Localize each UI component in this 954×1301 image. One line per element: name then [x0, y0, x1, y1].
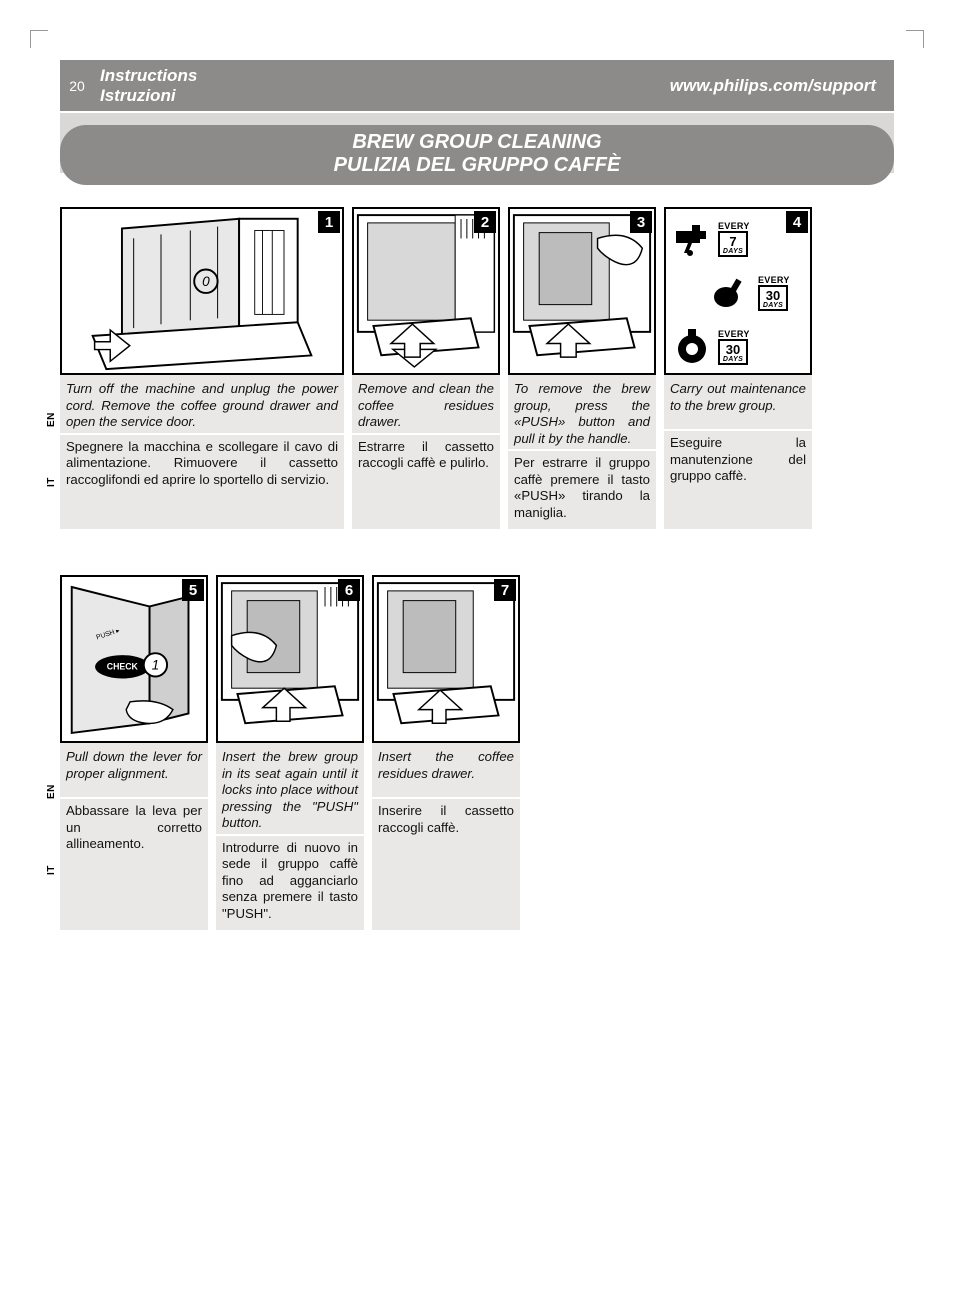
caption-it: Introdurre di nuovo in sede il gruppo ca…	[216, 834, 364, 931]
page: 20 Instructions Istruzioni www.philips.c…	[0, 0, 954, 930]
insert-brewgroup-icon	[218, 577, 362, 741]
step-cell: 6 Insert the brew group in its seat agai…	[216, 575, 364, 930]
caption-it: Inserire il cassetto raccogli caffè.	[372, 797, 520, 857]
lubricant-icon	[672, 327, 712, 367]
page-number: 20	[60, 60, 94, 111]
step-number: 5	[182, 579, 204, 601]
step-cell: 2 Remove and clean the coffee residues d…	[352, 207, 500, 529]
step-number: 7	[494, 579, 516, 601]
header-title-it: Istruzioni	[100, 86, 197, 106]
section-title-it: PULIZIA DEL GRUPPO CAFFÈ	[60, 154, 894, 177]
maintenance-item: EVERY 30DAYS	[712, 273, 804, 313]
caption-it: Per estrarre il gruppo caffè premere il …	[508, 449, 656, 529]
faucet-icon	[672, 219, 712, 259]
maintenance-item: EVERY 7DAYS	[672, 219, 804, 259]
lang-label-en: EN	[46, 412, 57, 427]
caption-it: Eseguire la manutenzione del gruppo caff…	[664, 429, 812, 493]
step-image: 4 EVERY 7DAYS EVERY 30DAYS	[664, 207, 812, 375]
header-url: www.philips.com/support	[207, 60, 894, 111]
every-label: EVERY	[758, 275, 790, 285]
step-cell: 3 To remove the brew group, press the «P…	[508, 207, 656, 529]
remove-brewgroup-icon	[510, 209, 654, 373]
section-title: BREW GROUP CLEANING PULIZIA DEL GRUPPO C…	[60, 125, 894, 185]
step-image: 1 0	[60, 207, 344, 375]
caption-en: Turn off the machine and unplug the powe…	[60, 375, 344, 433]
step-cell: EN IT 5 CHECK 1 PUSH ▸ Pull down the lev…	[60, 575, 208, 930]
caption-en: Carry out maintenance to the brew group.	[664, 375, 812, 429]
interval-days: 30DAYS	[718, 339, 748, 365]
header-title-en: Instructions	[100, 66, 197, 86]
lever-align-icon: CHECK 1 PUSH ▸	[62, 577, 206, 741]
caption-it: Abbassare la leva per un corretto alline…	[60, 797, 208, 861]
caption-en: Remove and clean the coffee residues dra…	[352, 375, 500, 433]
caption-en: Insert the coffee residues drawer.	[372, 743, 520, 797]
step-cell: 4 EVERY 7DAYS EVERY 30DAYS	[664, 207, 812, 529]
every-label: EVERY	[718, 221, 750, 231]
svg-text:CHECK: CHECK	[107, 662, 139, 672]
step-image: 5 CHECK 1 PUSH ▸	[60, 575, 208, 743]
every-label: EVERY	[718, 329, 750, 339]
caption-it: Estrarre il cassetto raccogli caffè e pu…	[352, 433, 500, 493]
step-row-2: EN IT 5 CHECK 1 PUSH ▸ Pull down the lev…	[60, 575, 894, 930]
header-title: Instructions Istruzioni	[94, 60, 207, 111]
interval-days: 30DAYS	[758, 285, 788, 311]
brush-icon	[712, 273, 752, 313]
caption-en: To remove the brew group, press the «PUS…	[508, 375, 656, 449]
remove-drawer-icon	[354, 209, 498, 373]
svg-text:1: 1	[152, 658, 160, 673]
page-header: 20 Instructions Istruzioni www.philips.c…	[60, 60, 894, 111]
caption-en: Pull down the lever for proper alignment…	[60, 743, 208, 797]
step-number: 2	[474, 211, 496, 233]
step-number: 6	[338, 579, 360, 601]
step-cell: 7 Insert the coffee residues drawer. Ins…	[372, 575, 520, 930]
step-row-1: EN IT 1 0	[60, 207, 894, 529]
lang-label-en: EN	[46, 784, 57, 799]
svg-text:0: 0	[202, 274, 210, 289]
step-image: 2	[352, 207, 500, 375]
step-cell: EN IT 1 0	[60, 207, 344, 529]
step-number: 1	[318, 211, 340, 233]
step-image: 6	[216, 575, 364, 743]
section-title-en: BREW GROUP CLEANING	[60, 131, 894, 154]
step-number: 4	[786, 211, 808, 233]
lang-label-it: IT	[46, 477, 57, 487]
step-image: 3	[508, 207, 656, 375]
step-image: 7	[372, 575, 520, 743]
caption-en: Insert the brew group in its seat again …	[216, 743, 364, 834]
machine-open-door-icon: 0	[62, 209, 342, 373]
interval-days: 7DAYS	[718, 231, 748, 257]
gray-strip: BREW GROUP CLEANING PULIZIA DEL GRUPPO C…	[60, 111, 894, 173]
insert-drawer-icon	[374, 577, 518, 741]
step-number: 3	[630, 211, 652, 233]
maintenance-item: EVERY 30DAYS	[672, 327, 804, 367]
lang-label-it: IT	[46, 865, 57, 875]
caption-it: Spegnere la macchina e scollegare il cav…	[60, 433, 344, 497]
maintenance-schedule: EVERY 7DAYS EVERY 30DAYS	[666, 209, 810, 373]
